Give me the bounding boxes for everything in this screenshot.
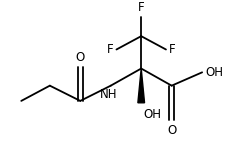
Text: F: F [106,43,113,56]
Polygon shape [137,69,144,103]
Text: O: O [166,124,175,137]
Text: OH: OH [142,108,160,121]
Text: F: F [168,43,175,56]
Text: O: O [75,51,85,64]
Text: NH: NH [100,88,117,100]
Text: OH: OH [204,66,222,79]
Text: F: F [137,1,144,14]
